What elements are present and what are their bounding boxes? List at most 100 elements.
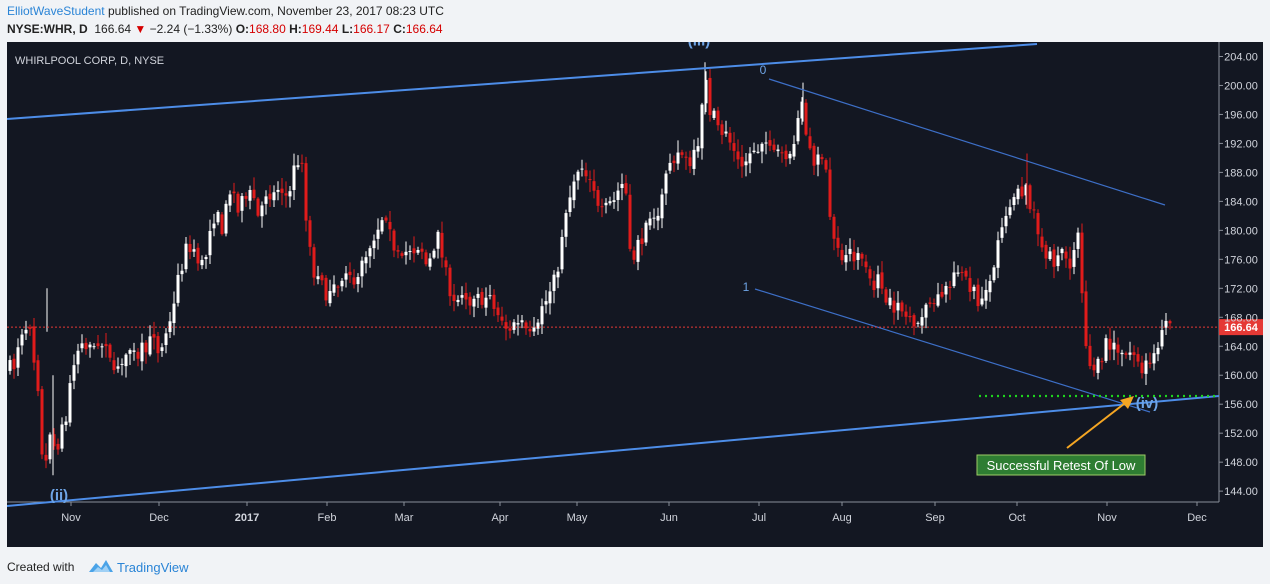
candles-layer — [8, 62, 1172, 476]
y-tick-label: 200.00 — [1224, 80, 1258, 92]
candle-up — [888, 297, 892, 306]
last-price-marker: 166.64 — [7, 319, 1263, 336]
candle-down — [976, 284, 980, 307]
candle-up — [372, 240, 376, 249]
candle-up — [564, 213, 568, 237]
arrowhead-icon — [1120, 396, 1134, 409]
candle-down — [420, 248, 424, 252]
candle-down — [188, 243, 192, 253]
tradingview-logo-icon[interactable] — [88, 556, 114, 574]
candle-down — [584, 170, 588, 177]
candle-down — [708, 77, 712, 116]
last-price: 166.64 — [94, 22, 132, 36]
fib-channel-upper[interactable] — [768, 78, 1166, 206]
candle-down — [396, 250, 400, 252]
candle-up — [1060, 248, 1064, 254]
price-change: −2.24 (−1.33%) — [149, 22, 233, 36]
candle-up — [896, 302, 900, 311]
candle-down — [1140, 362, 1144, 374]
candle-up — [332, 284, 336, 293]
candle-down — [236, 193, 240, 213]
candle-up — [272, 192, 276, 201]
chart-panel[interactable]: WHIRLPOOL CORP, D, NYSE 166.64 144.00 148… — [7, 42, 1263, 547]
candle-up — [844, 255, 848, 263]
candle-down — [720, 124, 724, 135]
candle-up — [1012, 197, 1016, 205]
candle-down — [1148, 362, 1152, 364]
candle-up — [460, 295, 464, 298]
y-tick-label: 180.00 — [1224, 225, 1258, 237]
x-tick-label: Oct — [1008, 512, 1025, 524]
candle-up — [1004, 215, 1008, 227]
candle-up — [64, 421, 68, 426]
candle-up — [192, 249, 196, 252]
lower-channel-line[interactable] — [7, 395, 1220, 507]
candle-up — [296, 165, 300, 168]
candle-up — [380, 220, 384, 232]
footer: Created with TradingView — [0, 548, 1270, 584]
publish-info: published on TradingView.com, November 2… — [104, 4, 444, 18]
price-axis[interactable] — [1219, 42, 1263, 547]
author-link[interactable]: ElliotWaveStudent — [7, 4, 105, 18]
candle-up — [648, 218, 652, 226]
candle-up — [792, 144, 796, 157]
close-label: C: — [393, 22, 406, 36]
candle-up — [164, 333, 168, 346]
x-tick-label: Mar — [395, 512, 414, 524]
candle-up — [1160, 330, 1164, 347]
candle-up — [660, 194, 664, 219]
candle-up — [760, 143, 764, 152]
candle-up — [1120, 352, 1124, 355]
candle-up — [1072, 250, 1076, 267]
candle-up — [1048, 251, 1052, 260]
candle-down — [304, 163, 308, 221]
callout-box[interactable]: Successful Retest Of Low — [976, 454, 1146, 476]
candle-down — [772, 144, 776, 150]
candle-up — [160, 347, 164, 351]
candle-up — [560, 237, 564, 270]
candle-up — [656, 215, 660, 221]
candle-down — [872, 280, 876, 291]
tradingview-link[interactable]: TradingView — [117, 560, 189, 575]
candle-up — [60, 424, 64, 449]
candle-down — [232, 191, 236, 194]
x-tick-label: Aug — [832, 512, 852, 524]
candle-up — [752, 150, 756, 152]
candle-up — [1000, 227, 1004, 238]
y-tick-label: 188.00 — [1224, 167, 1258, 179]
candle-down — [308, 220, 312, 247]
plot-area — [7, 42, 1219, 502]
candle-up — [572, 181, 576, 201]
y-tick-label: 144.00 — [1224, 486, 1258, 498]
candle-up — [1008, 207, 1012, 216]
candle-up — [936, 294, 940, 306]
candle-up — [368, 248, 372, 257]
fib-channel-lower[interactable] — [754, 288, 1151, 413]
x-tick-label: Apr — [491, 512, 508, 524]
candle-up — [364, 257, 368, 264]
upper-channel-line[interactable] — [7, 43, 1038, 120]
candle-up — [68, 383, 72, 423]
candle-down — [836, 237, 840, 248]
candle-up — [316, 276, 320, 280]
candle-up — [816, 154, 820, 165]
candle-down — [864, 261, 868, 268]
candle-up — [952, 272, 956, 287]
candle-up — [472, 298, 476, 307]
candle-up — [744, 161, 748, 166]
candle-up — [120, 363, 124, 365]
candle-up — [92, 346, 96, 348]
candle-up — [180, 270, 184, 275]
price-chart[interactable]: WHIRLPOOL CORP, D, NYSE 166.64 144.00 148… — [7, 42, 1263, 547]
candle-down — [32, 326, 36, 363]
candle-up — [184, 243, 188, 270]
candle-down — [912, 315, 916, 327]
candle-up — [544, 301, 548, 305]
candle-down — [136, 351, 140, 359]
candle-up — [796, 118, 800, 142]
candle-up — [788, 153, 792, 159]
drawings-layer — [7, 43, 1220, 507]
time-axis[interactable] — [7, 502, 1219, 547]
candle-up — [552, 274, 556, 291]
y-tick-label: 160.00 — [1224, 370, 1258, 382]
